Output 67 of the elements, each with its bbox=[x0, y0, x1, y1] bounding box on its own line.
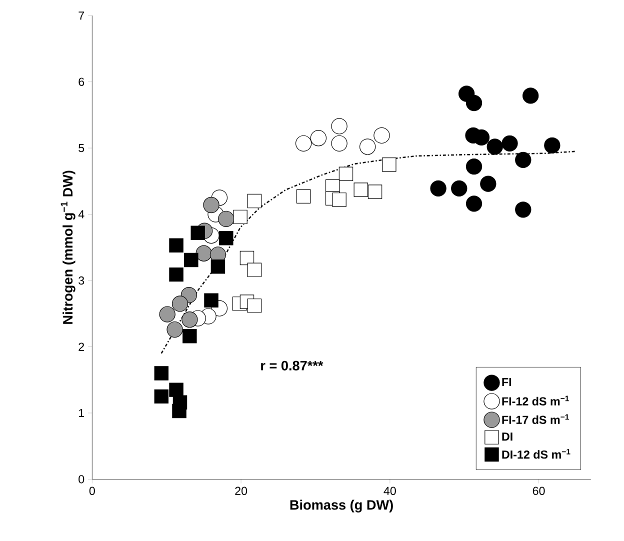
y-tick-label: 2 bbox=[78, 342, 84, 352]
point bbox=[430, 180, 446, 197]
point bbox=[515, 202, 532, 218]
point bbox=[218, 211, 234, 228]
point bbox=[515, 152, 532, 168]
point bbox=[374, 128, 390, 144]
point bbox=[190, 226, 205, 240]
y-tick-label: 0 bbox=[78, 475, 84, 484]
point bbox=[210, 260, 226, 274]
point bbox=[332, 192, 346, 208]
point bbox=[368, 184, 382, 200]
point bbox=[544, 138, 560, 154]
point bbox=[219, 231, 234, 246]
point bbox=[296, 189, 311, 204]
point bbox=[172, 296, 188, 312]
point bbox=[204, 293, 218, 308]
legend-label: DI bbox=[502, 432, 512, 441]
legend-label: FI-12 dS m$^{−1}$ bbox=[502, 396, 569, 406]
legend-label: FI-17 dS m$^{−1}$ bbox=[502, 414, 569, 424]
x-tick-label: 40 bbox=[384, 487, 396, 496]
point bbox=[354, 182, 368, 198]
point bbox=[331, 136, 348, 152]
x-tick-label: 60 bbox=[532, 487, 545, 496]
point bbox=[338, 166, 354, 182]
point bbox=[247, 263, 262, 278]
point bbox=[466, 158, 482, 175]
point bbox=[247, 194, 262, 208]
y-tick-label: 6 bbox=[78, 78, 84, 86]
point bbox=[486, 138, 503, 156]
point bbox=[203, 197, 220, 214]
legend-label: FI bbox=[502, 378, 512, 386]
point bbox=[247, 298, 262, 314]
x-axis-title: Biomass (g DW) bbox=[290, 500, 393, 513]
x-tick-label: 0 bbox=[89, 487, 95, 496]
point bbox=[451, 180, 468, 197]
point bbox=[172, 404, 186, 418]
y-tick-label: 3 bbox=[78, 276, 84, 285]
point bbox=[382, 158, 396, 172]
point bbox=[233, 210, 248, 224]
point bbox=[169, 268, 184, 282]
point bbox=[310, 130, 327, 146]
point bbox=[466, 95, 482, 112]
point bbox=[240, 251, 254, 266]
point bbox=[184, 253, 198, 268]
point bbox=[480, 176, 496, 192]
point bbox=[331, 118, 348, 134]
point bbox=[182, 312, 198, 328]
point bbox=[154, 390, 168, 404]
y-tick-label: 5 bbox=[78, 144, 84, 152]
point bbox=[295, 136, 312, 152]
point bbox=[154, 366, 168, 381]
annotation: r = 0.87*** bbox=[261, 361, 324, 371]
x-tick-label: 20 bbox=[235, 487, 248, 496]
point bbox=[466, 196, 482, 212]
point bbox=[159, 306, 176, 323]
point bbox=[522, 88, 539, 104]
point bbox=[502, 136, 518, 152]
legend-label: DI-12 dS m$^{−1}$ bbox=[502, 449, 570, 459]
point bbox=[166, 322, 183, 338]
point bbox=[359, 138, 376, 156]
point bbox=[182, 329, 197, 344]
y-axis-title: Nitrogen (mmol g$^{−1}$ DW) bbox=[60, 170, 76, 324]
point bbox=[169, 238, 184, 253]
y-tick-label: 4 bbox=[78, 210, 84, 218]
y-tick-label: 7 bbox=[78, 12, 84, 20]
y-tick-label: 1 bbox=[79, 409, 84, 418]
point bbox=[169, 382, 184, 398]
